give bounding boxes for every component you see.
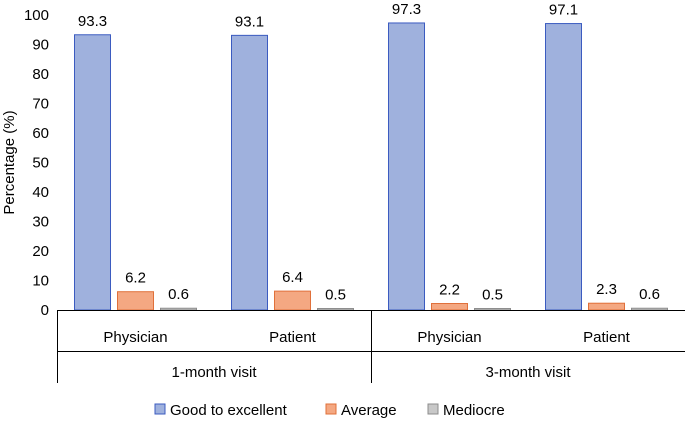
bars (74, 22, 668, 311)
bar-good-to-excellent (231, 34, 268, 311)
legend-entry: Mediocre (443, 402, 505, 419)
bar-good-to-excellent (74, 34, 111, 311)
data-label: 2.3 (596, 281, 617, 298)
bar-mediocre (317, 308, 354, 311)
data-label: 93.3 (78, 13, 107, 30)
x-category-label: Physician (417, 329, 481, 346)
y-tick-label: 70 (32, 96, 49, 113)
data-label: 0.5 (325, 287, 346, 304)
legend: Good to excellent Average Mediocre (154, 402, 505, 419)
y-tick-label: 40 (32, 184, 49, 201)
x-group-label: 1-month visit (171, 364, 257, 381)
y-tick-label: 20 (32, 243, 49, 260)
data-label: 0.5 (482, 287, 503, 304)
y-tick-label: 60 (32, 125, 49, 142)
bar-average (431, 303, 468, 311)
y-tick-label: 90 (32, 37, 49, 54)
data-label: 97.1 (549, 2, 578, 19)
bar-mediocre (160, 307, 197, 311)
data-label: 97.3 (392, 1, 421, 18)
x-category-label: Physician (103, 329, 167, 346)
data-label: 2.2 (439, 282, 460, 299)
data-label: 93.1 (235, 13, 264, 30)
y-tick-label: 50 (32, 155, 49, 172)
bar-average (588, 302, 625, 311)
x-axis: Physician Patient 1-month visit Physician Pa… (57, 310, 685, 383)
y-tick-label: 100 (24, 7, 49, 24)
data-label: 0.6 (639, 286, 660, 303)
x-category-label: Patient (583, 329, 631, 346)
legend-swatch (325, 403, 337, 415)
bar-average (274, 290, 311, 311)
bar-mediocre (474, 308, 511, 311)
legend-swatch (154, 403, 166, 415)
y-axis-label: Percentage (%) (1, 110, 18, 214)
legend-entry: Average (341, 402, 397, 419)
y-tick-label: 30 (32, 214, 49, 231)
x-category-label: Patient (269, 329, 317, 346)
y-tick-label: 0 (41, 302, 49, 319)
legend-swatch (427, 403, 439, 415)
bar-good-to-excellent (388, 22, 425, 311)
bar-average (117, 291, 154, 311)
y-axis: 0 10 20 30 40 50 60 70 80 90 100 Percentage (%) (1, 7, 49, 319)
y-tick-label: 10 (32, 273, 49, 290)
x-group-label: 3-month visit (485, 364, 571, 381)
data-label: 0.6 (168, 286, 189, 303)
data-label: 6.2 (125, 270, 146, 287)
bar-mediocre (631, 307, 668, 311)
y-tick-label: 80 (32, 66, 49, 83)
data-labels: 93.3 6.2 0.6 93.1 6.4 0.5 97.3 2.2 0.5 97.1 2.3 0.6 (78, 1, 660, 304)
legend-entry: Good to excellent (170, 402, 288, 419)
bar-good-to-excellent (545, 23, 582, 311)
data-label: 6.4 (282, 269, 303, 286)
